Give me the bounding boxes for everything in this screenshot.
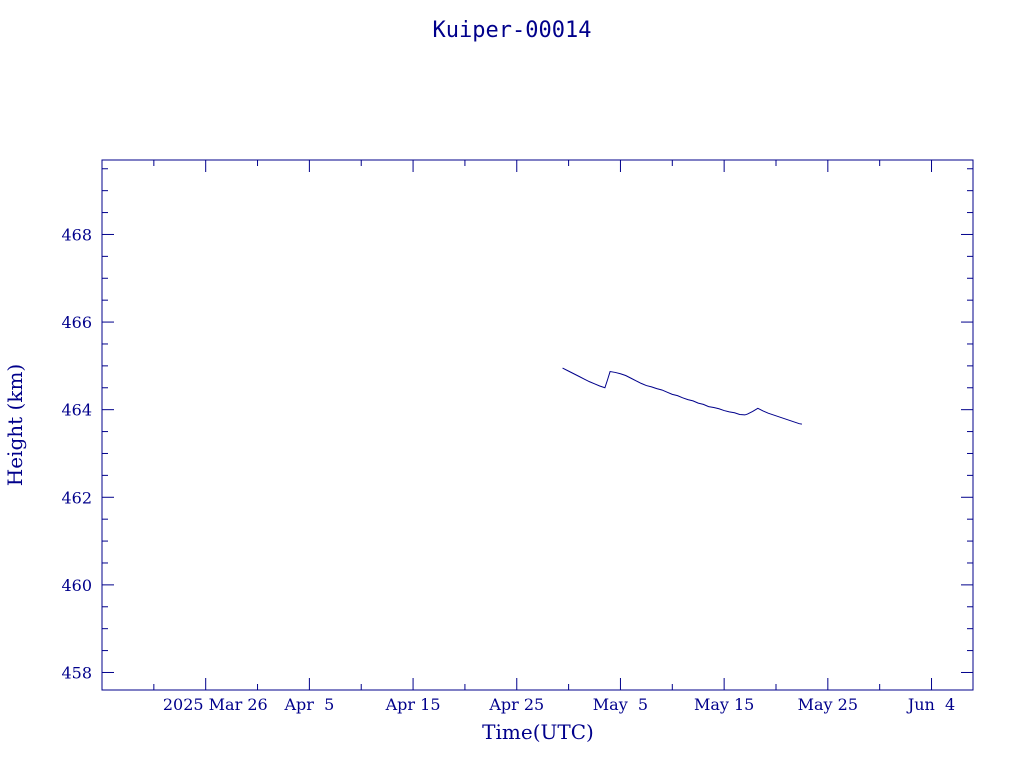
chart-title: Kuiper-00014 [433, 18, 592, 43]
x-tick-label: Apr 25 [488, 695, 544, 714]
y-axis-tick-labels: 458 460 462 464 466 468 [61, 225, 92, 682]
y-tick-label: 464 [61, 401, 92, 420]
x-axis-label: Time(UTC) [482, 720, 594, 744]
x-axis-ticks [101, 160, 933, 690]
x-tick-label: Apr 15 [385, 695, 441, 714]
x-tick-label: Jun 4 [906, 695, 955, 714]
y-tick-label: 460 [61, 576, 92, 595]
y-tick-label: 458 [61, 663, 92, 682]
x-tick-label: 2025 Mar 26 [163, 695, 268, 714]
x-axis-tick-labels: 2025 Mar 26 Apr 5 Apr 15 Apr 25 May 5 May 15 M… [163, 695, 955, 714]
x-tick-label: May 15 [694, 695, 754, 714]
x-tick-label: May 25 [798, 695, 858, 714]
height-series-line [562, 367, 802, 425]
x-tick-label: Apr 5 [283, 695, 334, 714]
y-axis-ticks [102, 168, 973, 673]
y-tick-label: 466 [61, 313, 92, 332]
x-tick-label: May 5 [593, 695, 648, 714]
y-tick-label: 462 [61, 488, 92, 507]
plot-frame [101, 159, 974, 691]
y-axis-label: Height (km) [3, 364, 27, 486]
y-tick-label: 468 [61, 225, 92, 244]
